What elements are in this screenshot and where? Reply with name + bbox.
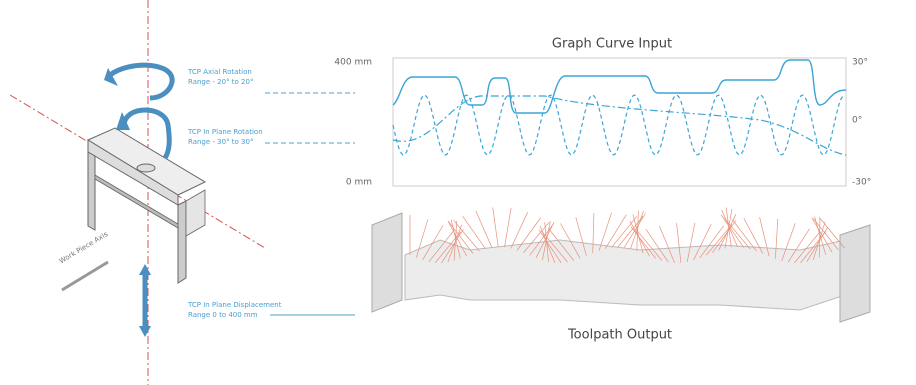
toolpath-ray bbox=[511, 212, 528, 248]
toolpath-ray bbox=[605, 215, 626, 249]
arrow-head bbox=[139, 326, 151, 337]
left-axis-label: 400 mm bbox=[334, 58, 372, 68]
axial-rotation-curve bbox=[393, 96, 846, 155]
right-axis-label: 30° bbox=[852, 58, 868, 68]
arrow-head bbox=[139, 264, 151, 275]
graph: Graph Curve Input 400 mm 0 mm 30° 0° -30… bbox=[334, 37, 871, 188]
annotation-range: Range - 20° to 20° bbox=[188, 78, 253, 86]
annotation-title: TCP In Plane Rotation bbox=[187, 128, 263, 136]
annotation-range: Range - 30° to 30° bbox=[188, 138, 253, 146]
frame-leg bbox=[88, 152, 95, 230]
annotation-title: TCP In Plane Displacement bbox=[187, 301, 282, 309]
graph-title: Graph Curve Input bbox=[552, 37, 672, 52]
toolpath-ray bbox=[493, 207, 498, 247]
toolpath-ray bbox=[476, 211, 492, 248]
rotation-arrow bbox=[110, 65, 172, 98]
page: Work Piece Axis TCP Axial Rotation Range… bbox=[0, 0, 916, 385]
right-axis-label: 0° bbox=[852, 116, 862, 126]
annotation-title: TCP Axial Rotation bbox=[187, 68, 252, 76]
right-axis-label: -30° bbox=[852, 178, 871, 188]
frame-leg bbox=[178, 201, 186, 283]
annotation-lines bbox=[265, 93, 355, 315]
work-piece-axis: Work Piece Axis bbox=[58, 230, 110, 265]
tool-head bbox=[137, 164, 155, 172]
end-block bbox=[840, 225, 870, 322]
annotation-range: Range 0 to 400 mm bbox=[188, 311, 258, 319]
work-axis-arrow bbox=[62, 262, 108, 290]
left-axis-label: 0 mm bbox=[346, 178, 372, 188]
toolpath-ray bbox=[505, 208, 512, 247]
machine-illustration: Work Piece Axis bbox=[10, 0, 265, 385]
displacement-curve bbox=[393, 60, 846, 113]
toolpath: Toolpath Output bbox=[372, 207, 870, 342]
toolpath-ray bbox=[618, 216, 643, 247]
frame-side bbox=[186, 190, 205, 236]
toolpath-ray bbox=[599, 213, 612, 251]
end-block bbox=[372, 213, 402, 312]
toolpath-title: Toolpath Output bbox=[567, 328, 672, 343]
